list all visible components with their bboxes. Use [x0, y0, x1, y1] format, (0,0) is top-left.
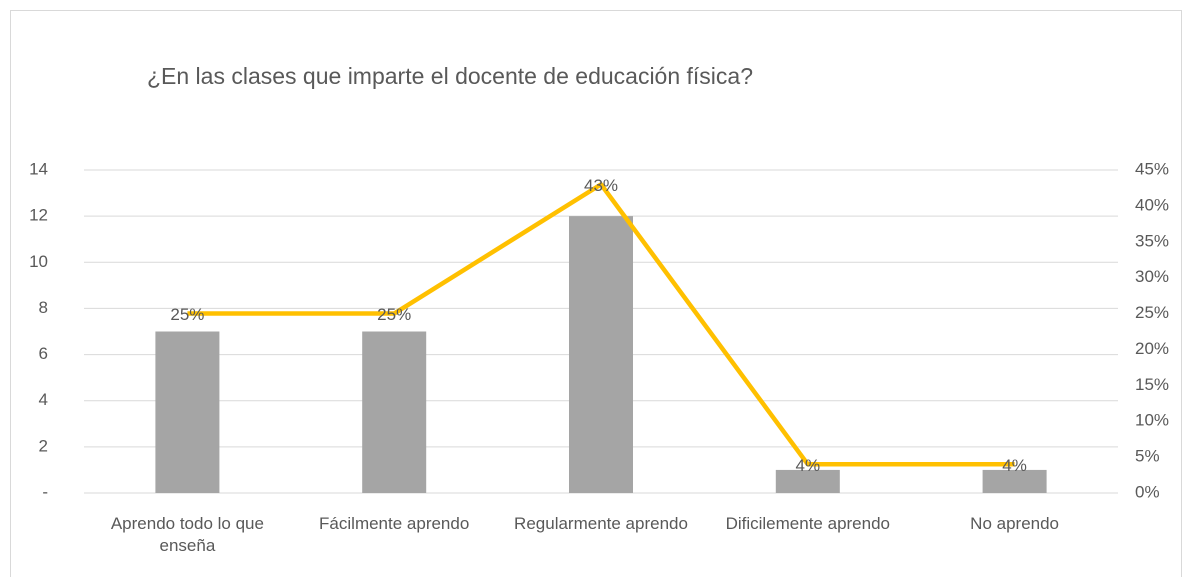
y2-tick-label: 25%	[1135, 303, 1169, 322]
x-tick-label: Dificilemente aprendo	[725, 514, 890, 533]
x-tick-label: Fácilmente aprendo	[319, 514, 470, 533]
y-tick-label: 6	[39, 344, 48, 363]
x-tick-label: Aprendo todo lo que enseña	[110, 514, 264, 555]
data-label: 4%	[796, 456, 821, 475]
y2-tick-label: 5%	[1135, 447, 1160, 466]
y2-tick-label: 10%	[1135, 411, 1169, 430]
y-tick-label: 10	[29, 252, 48, 271]
y-tick-label: 4	[39, 390, 48, 409]
x-tick-label: No aprendo	[970, 514, 1060, 533]
y2-tick-label: 0%	[1135, 482, 1160, 501]
y2-tick-label: 20%	[1135, 339, 1169, 358]
y-tick-label: 8	[39, 298, 48, 317]
bar	[362, 331, 427, 493]
data-label: 4%	[1002, 456, 1027, 475]
chart-title: ¿En las clases que imparte el docente de…	[147, 63, 753, 89]
bar	[775, 469, 840, 493]
bar	[982, 469, 1047, 493]
y2-tick-label: 40%	[1135, 195, 1169, 214]
data-label: 43%	[584, 176, 618, 195]
y2-tick-label: 30%	[1135, 267, 1169, 286]
data-label: 25%	[377, 305, 411, 324]
bar	[155, 331, 220, 493]
y-tick-label: 14	[29, 159, 48, 178]
line	[187, 182, 1015, 467]
y-tick-label: 2	[39, 436, 48, 455]
bar	[569, 216, 633, 493]
x-tick-label: Regularmente aprendo	[514, 514, 688, 533]
y2-tick-label: 35%	[1135, 231, 1169, 250]
y-tick-label: -	[42, 482, 48, 501]
y2-tick-label: 15%	[1135, 375, 1169, 394]
y2-tick-label: 45%	[1135, 159, 1169, 178]
data-label: 25%	[170, 305, 204, 324]
y-tick-label: 12	[29, 206, 48, 225]
